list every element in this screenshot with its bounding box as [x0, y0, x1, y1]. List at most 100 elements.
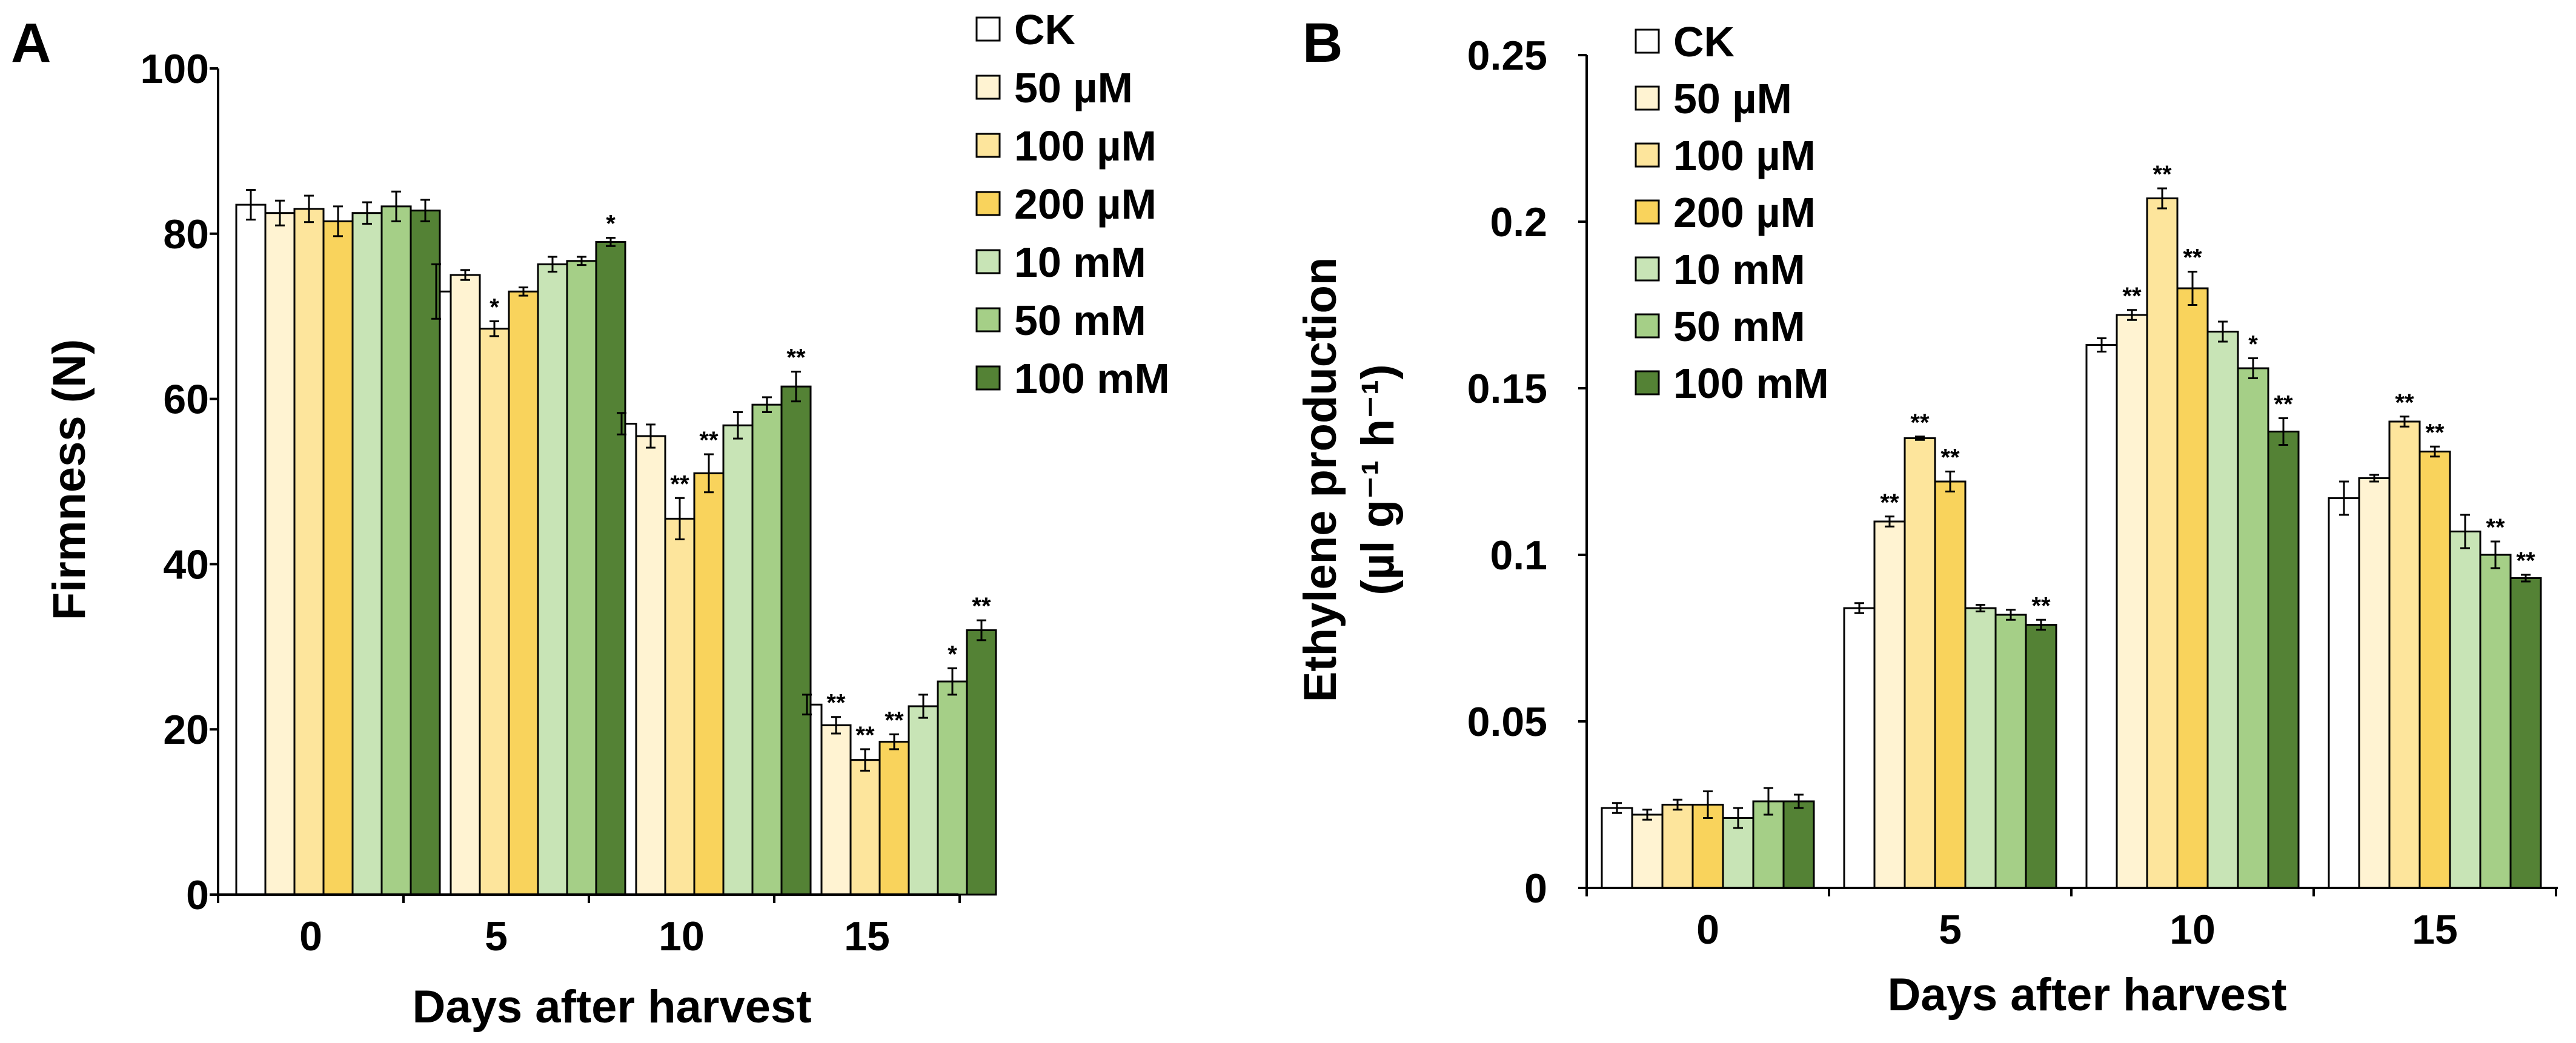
error-bar-100-mm-day-0 — [1794, 793, 1804, 809]
error-bar-10-mm-day-10 — [2218, 320, 2228, 343]
significance-100-mm-day-15: ** — [2516, 548, 2535, 574]
legend-item-10-mm: 10 mM — [975, 239, 1146, 286]
error-bar-10-mm-day-0 — [362, 201, 372, 225]
error-bar-ck-day-5 — [1854, 602, 1864, 614]
error-bar-100-mm-day-15 — [977, 619, 986, 641]
error-bar-100-um-day-15 — [2400, 416, 2409, 428]
error-bar-100-um-day-0 — [304, 194, 314, 224]
x-tick-label-day-15: 15 — [2412, 907, 2458, 953]
significance-100-mm-day-10: ** — [786, 345, 806, 371]
legend-item-100-mm: 100 mM — [975, 355, 1170, 402]
error-bar-100-um-day-10 — [675, 497, 685, 540]
bar-200-um-day-15 — [2418, 451, 2451, 889]
legend-item-100-um: 100 µM — [1635, 132, 1816, 179]
legend-swatch-ck — [975, 16, 1001, 42]
y-tick-label: 0.15 — [1467, 366, 1547, 412]
legend-item-10-mm: 10 mM — [1635, 246, 1805, 293]
bar-50-um-day-0 — [1631, 813, 1664, 889]
error-bar-50-mm-day-5 — [577, 256, 586, 267]
legend-label-100-um: 100 µM — [1014, 122, 1157, 170]
error-bar-50-um-day-0 — [275, 199, 285, 227]
bar-10-mm-day-10 — [722, 424, 754, 896]
bar-50-mm-day-5 — [1994, 614, 2027, 889]
y-tick-label: 60 — [163, 377, 209, 423]
legend-label-10-mm: 10 mM — [1014, 239, 1146, 286]
x-tick-label-day-5: 5 — [1939, 907, 1962, 953]
error-bar-50-um-day-0 — [1642, 809, 1652, 821]
bar-50-um-day-10 — [2116, 314, 2148, 889]
significance-100-um-day-5: * — [490, 294, 499, 320]
error-bar-10-mm-day-0 — [1733, 807, 1743, 829]
panel-b-y-tick-labels: 0 0.05 0.1 0.15 0.2 0.25 — [1467, 33, 1547, 912]
bar-200-um-day-10 — [693, 472, 725, 896]
legend-swatch-100-mm — [1635, 370, 1660, 396]
significance-100-mm-day-5: ** — [2031, 592, 2051, 619]
bar-50-um-day-10 — [635, 435, 666, 896]
legend-label-100-mm: 100 mM — [1014, 355, 1170, 402]
significance-200-um-day-5: ** — [1940, 445, 1960, 471]
bar-ck-day-10 — [2085, 344, 2118, 889]
error-bar-100-um-day-5 — [1915, 435, 1925, 441]
significance-50-um-day-10: ** — [2122, 283, 2142, 310]
legend-swatch-ck — [1635, 28, 1660, 54]
legend-label-50-mm: 50 mM — [1014, 297, 1146, 344]
x-tick-label-day-0: 0 — [1696, 907, 1719, 953]
bar-10-mm-day-10 — [2206, 331, 2239, 889]
error-bar-100-mm-day-10 — [2279, 417, 2288, 446]
legend-item-ck: CK — [1635, 18, 1734, 65]
legend-label-50-um: 50 µM — [1673, 75, 1792, 122]
significance-100-um-day-10: ** — [670, 471, 689, 497]
significance-50-mm-day-10: * — [2248, 331, 2258, 358]
panel-label-a: A — [11, 12, 51, 74]
bar-200-um-day-0 — [322, 220, 354, 896]
panel-a-x-tick-labels: 0 5 10 15 — [299, 913, 890, 959]
error-bar-200-um-day-10 — [2188, 271, 2197, 306]
error-bar-50-mm-day-0 — [1764, 787, 1773, 816]
significance-100-mm-day-10: ** — [2274, 391, 2293, 418]
panel-b-ethylene-chart: B ************************* 00.050.10.15… — [1295, 12, 2558, 1021]
legend-item-100-mm: 100 mM — [1635, 360, 1829, 407]
panel-b-legend: CK 50 µM 100 µM 200 µM 10 mM 50 mM 100 mM — [1635, 18, 1829, 407]
bar-100-um-day-15 — [2388, 420, 2421, 889]
significance-50-mm-day-15: * — [948, 641, 957, 667]
error-bar-200-um-day-5 — [1945, 471, 1955, 492]
bar-50-mm-day-10 — [751, 403, 783, 896]
significance-200-um-day-15: ** — [885, 707, 904, 733]
legend-label-200-um: 200 µM — [1014, 180, 1157, 228]
legend-swatch-200-um — [1635, 199, 1660, 225]
legend-label-200-um: 200 µM — [1673, 189, 1816, 236]
error-bar-200-um-day-10 — [704, 453, 714, 494]
bar-50-um-day-5 — [450, 274, 481, 896]
error-bar-50-mm-day-10 — [762, 396, 772, 413]
panel-b-x-tick-labels: 0 5 10 15 — [1696, 907, 2458, 953]
y-tick-label: 40 — [163, 541, 209, 588]
bar-100-um-day-10 — [2146, 197, 2179, 889]
panel-a-legend: CK 50 µM 100 µM 200 µM 10 mM 50 mM 100 mM — [975, 6, 1170, 402]
significance-200-um-day-15: ** — [2425, 419, 2445, 446]
bar-50-um-day-5 — [1873, 520, 1906, 889]
error-bar-ck-day-10 — [2097, 337, 2106, 353]
error-bar-ck-day-0 — [246, 189, 256, 221]
error-bar-ck-day-10 — [617, 412, 626, 435]
error-bar-50-mm-day-15 — [2491, 540, 2500, 569]
bar-10-mm-day-15 — [2449, 531, 2481, 889]
bar-100-mm-day-15 — [966, 629, 997, 896]
error-bar-50-um-day-5 — [1885, 515, 1894, 528]
bar-50-um-day-15 — [820, 724, 852, 896]
legend-label-100-um: 100 µM — [1673, 132, 1816, 179]
significance-50-mm-day-15: ** — [2486, 514, 2505, 541]
error-bar-100-um-day-10 — [2157, 187, 2167, 210]
panel-b-error-bars — [1612, 187, 2531, 829]
legend-swatch-50-mm — [1635, 313, 1660, 339]
legend-label-50-um: 50 µM — [1014, 64, 1133, 111]
bar-ck-day-0 — [1601, 807, 1633, 889]
significance-100-um-day-15: ** — [2395, 389, 2414, 416]
bar-100-um-day-0 — [293, 208, 325, 896]
error-bar-200-um-day-15 — [2430, 445, 2440, 458]
error-bar-200-um-day-0 — [1703, 790, 1713, 819]
legend-swatch-50-um — [1635, 85, 1660, 111]
y-tick-label: 0.2 — [1490, 199, 1547, 245]
bar-ck-day-5 — [1843, 607, 1876, 889]
significance-200-um-day-10: ** — [699, 427, 719, 454]
